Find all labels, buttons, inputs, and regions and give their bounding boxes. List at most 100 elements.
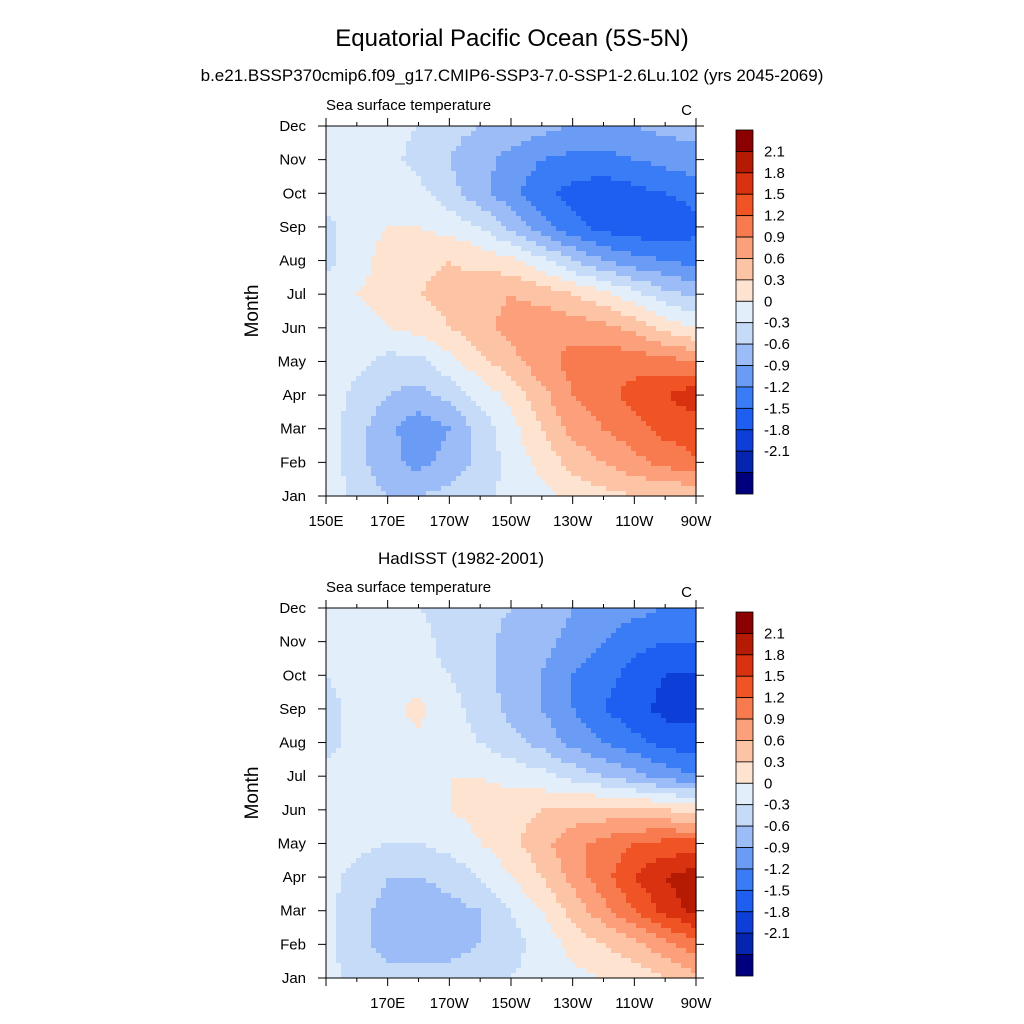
heat-cell [536, 216, 542, 222]
heat-cell [376, 276, 382, 282]
heat-cell [381, 446, 387, 452]
heat-cell [376, 481, 382, 487]
heat-cell [361, 321, 367, 327]
heat-cell [461, 301, 467, 307]
heat-cell [526, 326, 532, 332]
heat-cell [456, 416, 462, 422]
heat-cell [531, 386, 537, 392]
heat-cell [451, 271, 457, 277]
heat-cell [341, 126, 347, 132]
heat-cell [331, 316, 337, 322]
heat-cell [331, 146, 337, 152]
heat-cell [391, 411, 397, 417]
heat-cell [576, 331, 582, 337]
heat-cell [331, 296, 337, 302]
heat-cell [426, 256, 432, 262]
heat-cell [401, 141, 407, 147]
heat-cell [631, 261, 637, 267]
heat-cell [431, 271, 437, 277]
heat-cell [361, 356, 367, 362]
heat-cell [496, 221, 502, 227]
heat-cell [361, 156, 367, 162]
heat-cell [616, 476, 622, 482]
heat-cell [636, 366, 642, 372]
heat-cell [651, 316, 657, 322]
heat-cell [591, 381, 597, 387]
heat-cell [346, 256, 352, 262]
heat-cell [451, 351, 457, 357]
heat-cell [656, 241, 662, 247]
heat-cell [326, 441, 332, 447]
heat-cell [541, 236, 547, 242]
heat-cell [351, 271, 357, 277]
heat-cell [606, 136, 612, 142]
heat-cell [366, 216, 372, 222]
heat-cell [376, 196, 382, 202]
heat-cell [606, 396, 612, 402]
heat-cell [621, 196, 627, 202]
heat-cell [626, 166, 632, 172]
heat-cell [371, 176, 377, 182]
heat-cell [341, 366, 347, 372]
heat-cell [346, 176, 352, 182]
heat-cell [641, 216, 647, 222]
heat-cell [586, 196, 592, 202]
heat-cell [381, 291, 387, 297]
heat-cell [381, 306, 387, 312]
heat-cell [361, 441, 367, 447]
heat-cell [626, 406, 632, 412]
heat-cell [331, 301, 337, 307]
heat-cell [596, 146, 602, 152]
heat-cell [571, 361, 577, 367]
heat-cell [336, 261, 342, 267]
heat-cell [581, 476, 587, 482]
heat-cell [551, 356, 557, 362]
heat-cell [526, 166, 532, 172]
heat-cell [581, 451, 587, 457]
heat-cell [491, 126, 497, 132]
heat-cell [636, 171, 642, 177]
heat-cell [341, 131, 347, 137]
heat-cell [336, 476, 342, 482]
heat-cell [466, 266, 472, 272]
heat-cell [581, 336, 587, 342]
heat-cell [346, 211, 352, 217]
heat-cell [436, 391, 442, 397]
heat-cell [596, 266, 602, 272]
heat-cell [411, 296, 417, 302]
heat-cell [566, 236, 572, 242]
heat-cell [346, 306, 352, 312]
heat-cell [421, 231, 427, 237]
heat-cell [401, 351, 407, 357]
heat-cell [476, 421, 482, 427]
heat-cell [596, 246, 602, 252]
heat-cell [391, 481, 397, 487]
heat-cell [566, 396, 572, 402]
heat-cell [511, 356, 517, 362]
heat-cell [496, 306, 502, 312]
heat-cell [546, 446, 552, 452]
heat-cell [546, 321, 552, 327]
heat-cell [581, 271, 587, 277]
heat-cell [386, 396, 392, 402]
heat-cell [536, 466, 542, 472]
heat-cell [381, 396, 387, 402]
heat-cell [566, 141, 572, 147]
heat-cell [336, 196, 342, 202]
heat-cell [521, 486, 527, 492]
heat-cell [536, 361, 542, 367]
heat-cell [586, 451, 592, 457]
heat-cell [476, 236, 482, 242]
heat-cell [376, 206, 382, 212]
heat-cell [566, 281, 572, 287]
heat-cell [491, 381, 497, 387]
heat-cell [521, 346, 527, 352]
heat-cell [591, 411, 597, 417]
heat-cell [621, 406, 627, 412]
heat-cell [336, 186, 342, 192]
heat-cell [646, 241, 652, 247]
heat-cell [431, 221, 437, 227]
heat-cell [391, 141, 397, 147]
heat-cell [581, 351, 587, 357]
heat-cell [551, 246, 557, 252]
